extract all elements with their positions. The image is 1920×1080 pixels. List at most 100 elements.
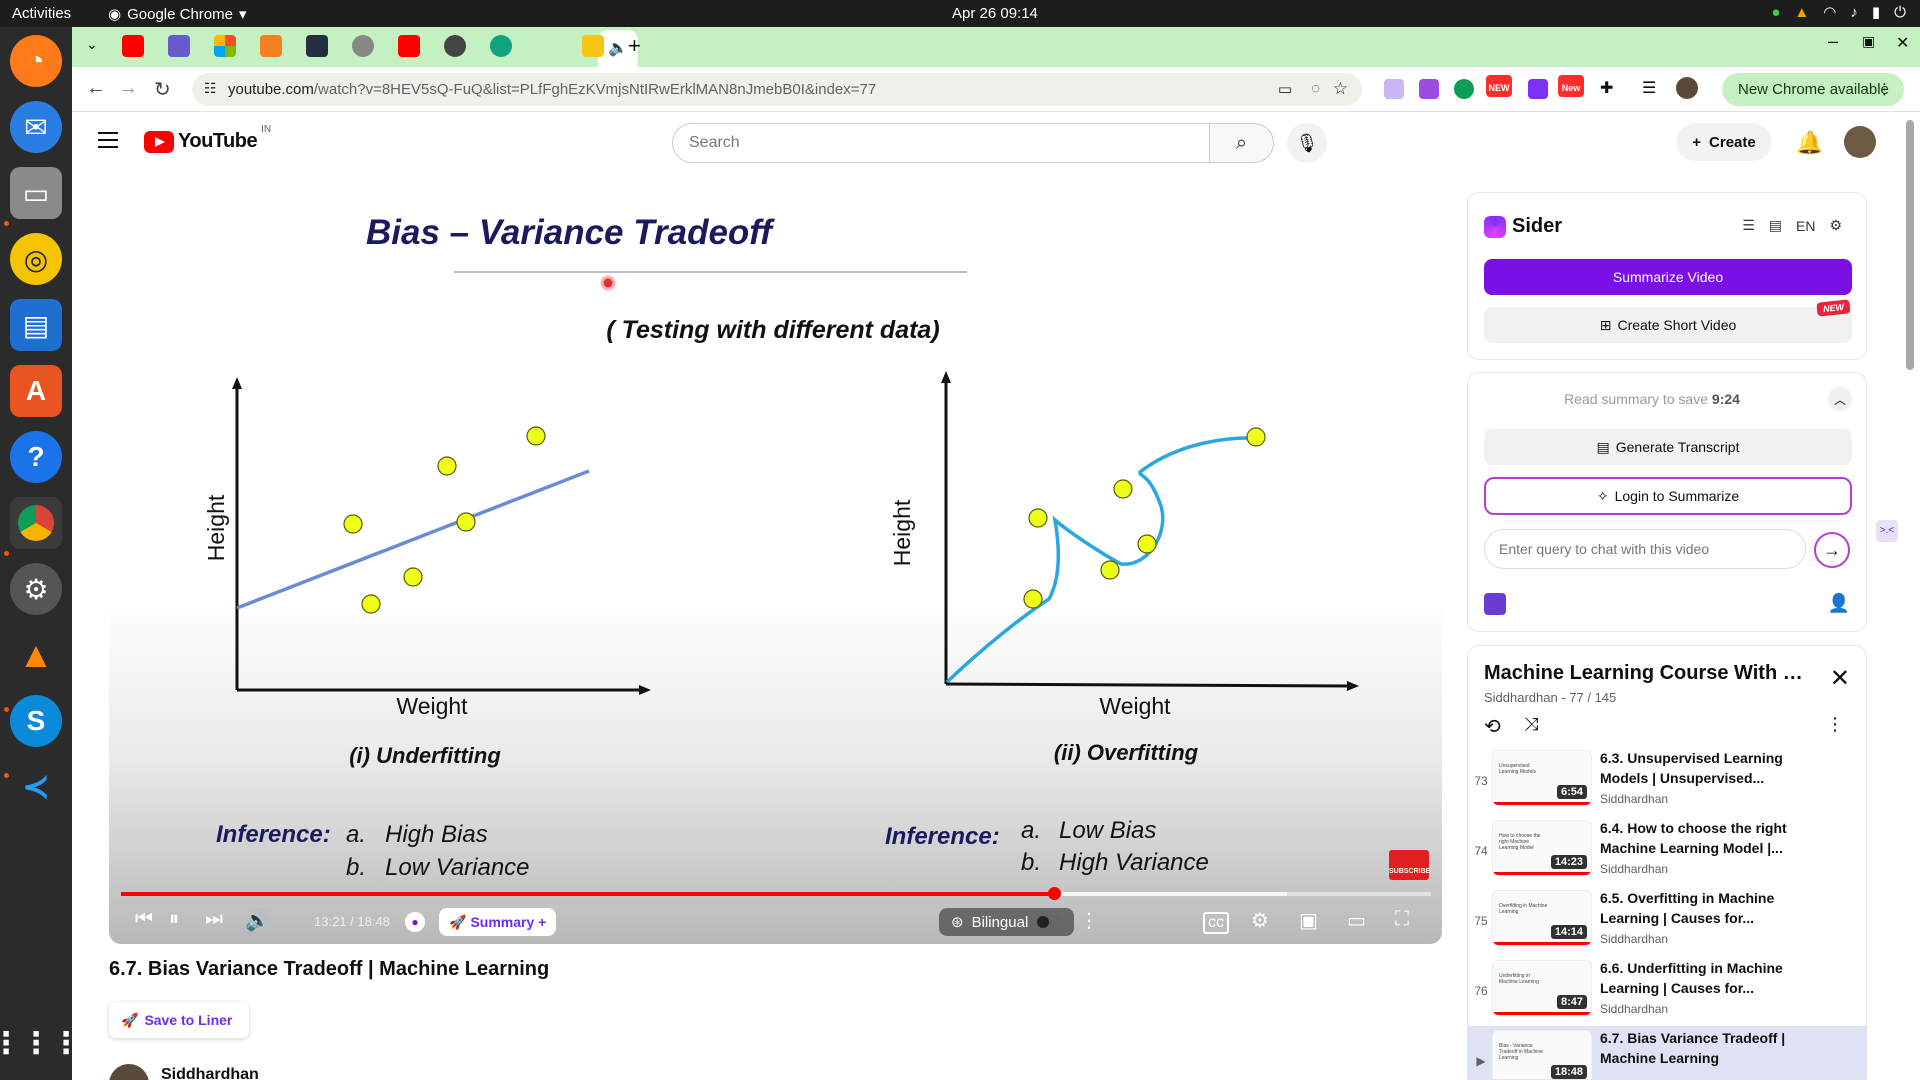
list-view-icon[interactable]: ☰ — [1742, 217, 1755, 233]
settings-icon[interactable]: ⚙ — [10, 563, 62, 615]
page-scrollbar[interactable] — [1906, 120, 1914, 370]
playlist-item[interactable]: ▶ Bias - Variance Tradeoff in Machine Lea… — [1468, 1026, 1866, 1079]
fullscreen-icon[interactable]: ⛶ — [1395, 908, 1409, 930]
extension-new-badge[interactable]: NEW — [1486, 75, 1512, 97]
close-window-button[interactable]: ✕ — [1896, 35, 1910, 52]
reading-list-icon[interactable]: ☰ — [1642, 80, 1657, 97]
show-apps-icon[interactable]: ⋮⋮⋮ — [0, 1026, 81, 1060]
subscribe-watermark[interactable]: SUBSCRIBE — [1389, 850, 1430, 880]
tab-youtube[interactable] — [122, 35, 144, 57]
next-icon[interactable]: ⏭ — [205, 908, 223, 930]
more-options-icon[interactable]: ⋮ — [1079, 910, 1099, 932]
system-tray[interactable]: ● ▲ ◠ ♪ ▮ ⏻ — [1771, 3, 1906, 22]
playlist-item-thumbnail[interactable]: Bias - Variance Tradeoff in Machine Lear… — [1492, 1030, 1592, 1079]
captions-icon[interactable]: cc — [1203, 912, 1229, 934]
previous-icon[interactable]: ⏮ — [135, 908, 153, 930]
login-to-summarize-button[interactable]: ✧ Login to Summarize — [1484, 477, 1852, 515]
settings-gear-icon[interactable]: ⚙ — [1251, 910, 1269, 932]
new-chrome-available-button[interactable]: New Chrome available ⋮ — [1722, 73, 1904, 106]
activities-button[interactable]: Activities — [12, 5, 72, 22]
files-icon[interactable]: ▭ — [10, 167, 62, 219]
address-bar[interactable]: ☷ youtube.com/watch?v=8HEV5sQ-FuQ&list=P… — [192, 73, 1362, 106]
tab-search-icon[interactable]: ⌄ — [86, 36, 98, 52]
back-button[interactable]: ← — [86, 77, 106, 99]
playlist-item[interactable]: 73 Unsupervised Learning Models 6:54 6.3. U… — [1468, 746, 1866, 816]
tab-active[interactable]: 🔈 — [598, 30, 638, 67]
tab-aws[interactable] — [306, 35, 328, 57]
subtitles-icon[interactable]: ▤ — [1768, 217, 1782, 233]
bilingual-toggle[interactable]: ⊛ Bilingual — [939, 908, 1075, 936]
create-button[interactable]: + Create — [1676, 123, 1772, 161]
new-tab-button[interactable]: + — [628, 33, 641, 58]
playlist-item[interactable]: 74 How to choose the right Machine Learni… — [1468, 816, 1866, 886]
location-pin-icon[interactable]: ● — [405, 912, 425, 932]
create-short-video-button[interactable]: ⊞ Create Short Video — [1484, 307, 1852, 343]
progress-scrubber[interactable] — [1047, 887, 1061, 900]
playlist-title[interactable]: Machine Learning Course With Python — [1484, 662, 1814, 684]
firefox-icon[interactable]: ◔ — [10, 35, 62, 87]
youtube-logo[interactable]: YouTube IN — [144, 124, 271, 153]
language-selector[interactable]: EN — [1795, 217, 1816, 234]
extension-pen-icon[interactable] — [1419, 79, 1439, 99]
app-menu[interactable]: ◉ Google Chrome ▾ — [108, 5, 247, 24]
progress-bar[interactable] — [121, 887, 1431, 900]
loop-icon[interactable]: ⟲ — [1484, 716, 1501, 738]
skype-icon[interactable]: S — [10, 695, 62, 747]
volume-icon[interactable]: 🔊 — [245, 910, 270, 932]
summary-plus-button[interactable]: 🚀 Summary + — [439, 908, 557, 936]
account-avatar[interactable] — [1844, 126, 1876, 158]
playlist-item-thumbnail[interactable]: Underfitting in Machine Learning 8:47 — [1492, 960, 1592, 1016]
tab-green[interactable] — [490, 35, 512, 57]
eye-off-icon[interactable]: ◌ — [1311, 80, 1320, 97]
sider-side-toggle-icon[interactable]: >.< — [1876, 520, 1898, 542]
tab-microsoft[interactable] — [214, 35, 236, 57]
bilingual-switch[interactable] — [1036, 915, 1063, 929]
search-button[interactable]: ⌕ — [1210, 123, 1274, 163]
vscode-icon[interactable]: ≺ — [21, 768, 51, 806]
playlist-item[interactable]: 76 Underfitting in Machine Learning 8:47 6.… — [1468, 956, 1866, 1026]
voice-search-button[interactable]: 🎙 — [1287, 123, 1327, 163]
profile-avatar[interactable] — [1676, 77, 1698, 99]
install-icon[interactable]: ▭ — [1277, 81, 1292, 98]
site-info-icon[interactable]: ☷ — [204, 80, 217, 96]
tab-docs[interactable] — [168, 35, 190, 57]
user-icon[interactable]: 👤 — [1827, 593, 1850, 613]
tab-yellow[interactable] — [582, 35, 604, 57]
hamburger-menu-icon[interactable] — [98, 132, 118, 148]
restore-button[interactable]: ▣ — [1862, 33, 1876, 49]
thunderbird-icon[interactable]: ✉ — [10, 101, 62, 153]
search-input[interactable]: Search — [672, 123, 1210, 163]
theater-mode-icon[interactable]: ▭ — [1347, 910, 1366, 932]
playlist-item-thumbnail[interactable]: Overfitting in Machine Learning 14:14 — [1492, 890, 1592, 946]
app-center-icon[interactable]: A — [10, 365, 62, 417]
tab-orange[interactable] — [260, 35, 282, 57]
close-icon[interactable]: ✕ — [1829, 665, 1850, 692]
clock[interactable]: Apr 26 09:14 — [952, 5, 1038, 22]
help-icon[interactable]: ? — [10, 431, 62, 483]
extension-icon[interactable] — [1384, 79, 1404, 99]
channel-avatar[interactable] — [109, 1064, 149, 1080]
reload-button[interactable]: ↻ — [154, 79, 171, 101]
sider-mini-icon[interactable] — [1484, 593, 1506, 615]
chat-query-input[interactable] — [1484, 529, 1806, 569]
playlist-item-thumbnail[interactable]: Unsupervised Learning Models 6:54 — [1492, 750, 1592, 806]
vlc-icon[interactable]: ▲ — [18, 634, 54, 675]
playlist-item-thumbnail[interactable]: How to choose the right Machine Learning… — [1492, 820, 1592, 876]
sider-settings-icon[interactable]: ⚙ — [1829, 217, 1842, 233]
more-icon[interactable]: ⋮ — [1826, 714, 1844, 734]
miniplayer-icon[interactable]: ▣ — [1299, 910, 1318, 932]
shuffle-icon[interactable]: ⤨ — [1524, 714, 1539, 734]
collapse-chevron-icon[interactable]: ︿ — [1828, 387, 1852, 411]
extensions-puzzle-icon[interactable]: ✚ — [1600, 80, 1614, 97]
summarize-video-button[interactable]: Summarize Video — [1484, 259, 1852, 295]
forward-button[interactable]: → — [118, 77, 138, 99]
tab-openai[interactable] — [444, 35, 466, 57]
channel-name[interactable]: Siddhardhan — [161, 1066, 259, 1080]
rhythmbox-icon[interactable]: ◎ — [10, 233, 62, 285]
generate-transcript-button[interactable]: ▤ Generate Transcript — [1484, 429, 1852, 465]
tab-globe[interactable] — [352, 35, 374, 57]
bookmark-star-icon[interactable]: ☆ — [1332, 79, 1348, 98]
extension-grammarly-icon[interactable] — [1454, 79, 1474, 99]
notifications-bell-icon[interactable]: 🔔 — [1796, 130, 1824, 155]
minimize-button[interactable]: – — [1828, 31, 1839, 51]
